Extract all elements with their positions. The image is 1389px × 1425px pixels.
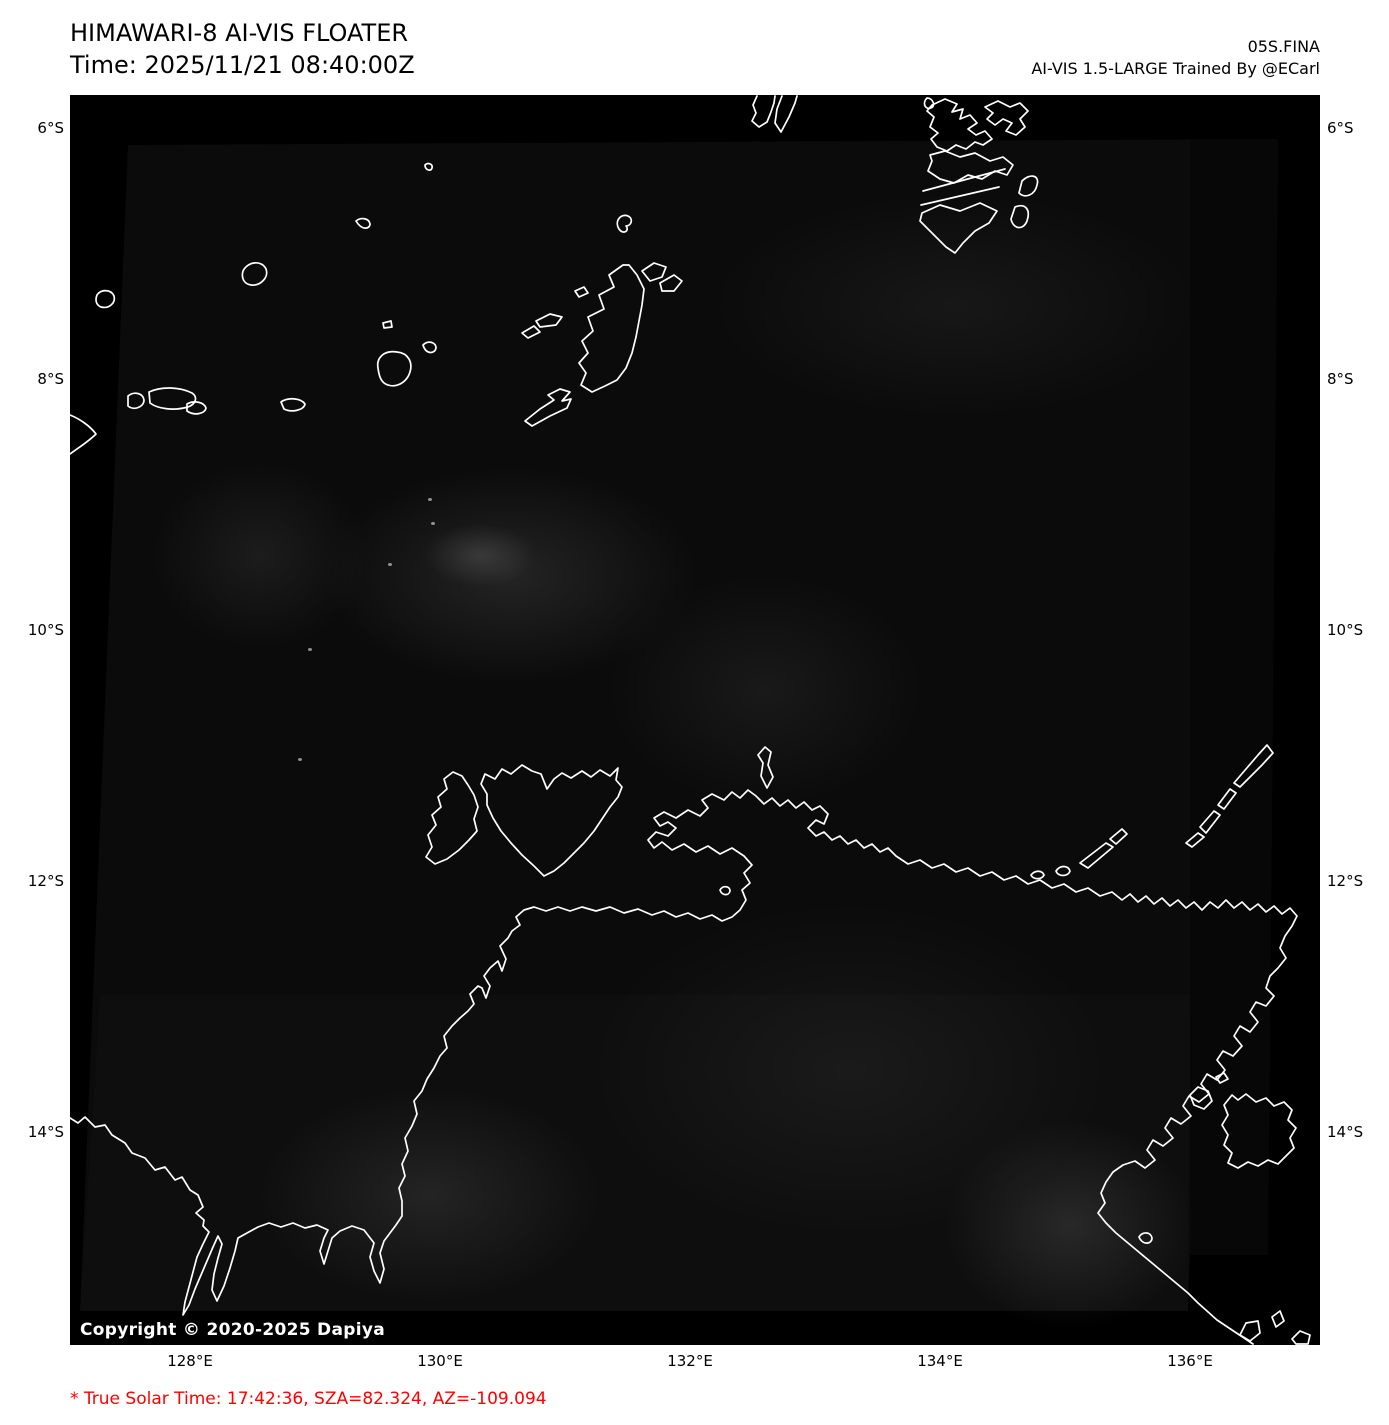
coastline-leti-chain bbox=[127, 387, 306, 415]
coastline-croker-island bbox=[757, 746, 774, 789]
page-title: HIMAWARI-8 AI-VIS FLOATER bbox=[70, 19, 409, 47]
lat-label-right-14s: 14°S bbox=[1327, 1123, 1364, 1141]
coastline-aru-islet bbox=[923, 97, 935, 110]
lat-label-right-6s: 6°S bbox=[1327, 119, 1354, 137]
cloud-speck bbox=[428, 498, 432, 501]
coastline-damar-islets bbox=[241, 162, 433, 286]
coastline-aru-east-islets bbox=[1010, 175, 1039, 229]
coastline-gulf-islet bbox=[1138, 1232, 1153, 1244]
lat-label-left-6s: 6°S bbox=[37, 119, 64, 137]
coastline-elcho-island bbox=[1079, 828, 1128, 869]
coastline-melville-island bbox=[480, 764, 623, 877]
coastline-goulburn-islands bbox=[1030, 865, 1071, 880]
map-canvas: Copyright © 2020-2025 Dapiya bbox=[70, 95, 1320, 1345]
coastline-wessel-islands bbox=[1185, 744, 1274, 848]
lon-label-128e: 128°E bbox=[167, 1352, 213, 1370]
solar-time-annotation: * True Solar Time: 17:42:36, SZA=82.324,… bbox=[70, 1389, 547, 1409]
coastline-aru-channels bbox=[920, 168, 1006, 206]
coastline-australia-mainland bbox=[70, 789, 1298, 1345]
coastline-svg bbox=[70, 95, 1311, 1345]
lon-label-130e: 130°E bbox=[417, 1352, 463, 1370]
lat-label-right-10s: 10°S bbox=[1327, 621, 1364, 639]
coastline-groote-eylandt bbox=[1221, 1093, 1297, 1169]
cloud-speck bbox=[298, 758, 302, 761]
swath-seam-right bbox=[1190, 139, 1278, 1255]
cloud-speck bbox=[388, 563, 392, 566]
lon-label-134e: 134°E bbox=[917, 1352, 963, 1370]
copyright-label: Copyright © 2020-2025 Dapiya bbox=[80, 1320, 385, 1340]
lat-label-left-8s: 8°S bbox=[37, 370, 64, 388]
coastline-aru-middle bbox=[927, 150, 1014, 184]
coastline-aru-south bbox=[919, 202, 998, 254]
cloud-speck bbox=[308, 648, 312, 651]
coastline-tanimbar-ne bbox=[641, 262, 683, 292]
coastline-aru-ne-hook bbox=[984, 100, 1029, 136]
lon-label-132e: 132°E bbox=[667, 1352, 713, 1370]
coastline-selaru bbox=[524, 388, 572, 427]
storm-id-label: 05S.FINA bbox=[1247, 37, 1320, 56]
coastline-babar bbox=[376, 320, 437, 387]
coastline-timor-tip bbox=[70, 414, 97, 455]
lat-label-right-12s: 12°S bbox=[1327, 872, 1364, 890]
corner-info: 05S.FINA AI-VIS 1.5-LARGE Trained By @EC… bbox=[1031, 36, 1320, 80]
swath-seam-bottom bbox=[80, 995, 1190, 1311]
cloud-speck bbox=[431, 522, 435, 525]
lon-label-136e: 136°E bbox=[1167, 1352, 1213, 1370]
lat-label-right-8s: 8°S bbox=[1327, 370, 1354, 388]
coastline-pellew-islands bbox=[1239, 1310, 1311, 1345]
coastline-bathurst-island bbox=[425, 771, 479, 865]
coastline-molu-islet bbox=[616, 214, 633, 233]
lat-label-left-14s: 14°S bbox=[27, 1123, 64, 1141]
coastline-aru-north bbox=[926, 98, 993, 152]
coastline-yamdena bbox=[578, 264, 645, 393]
coastline-vdg-islet bbox=[719, 885, 731, 896]
timestamp-label: Time: 2025/11/21 08:40:00Z bbox=[70, 51, 415, 79]
coastline-kai-islands bbox=[751, 95, 798, 133]
lat-label-left-10s: 10°S bbox=[27, 621, 64, 639]
coastline-bickerton-island bbox=[1189, 1072, 1229, 1110]
coastline-romang bbox=[95, 289, 116, 309]
model-credit-label: AI-VIS 1.5-LARGE Trained By @ECarl bbox=[1031, 59, 1320, 78]
coastline-tanimbar-west bbox=[521, 286, 589, 339]
lat-label-left-12s: 12°S bbox=[27, 872, 64, 890]
satellite-swath-layer bbox=[80, 139, 1278, 1311]
